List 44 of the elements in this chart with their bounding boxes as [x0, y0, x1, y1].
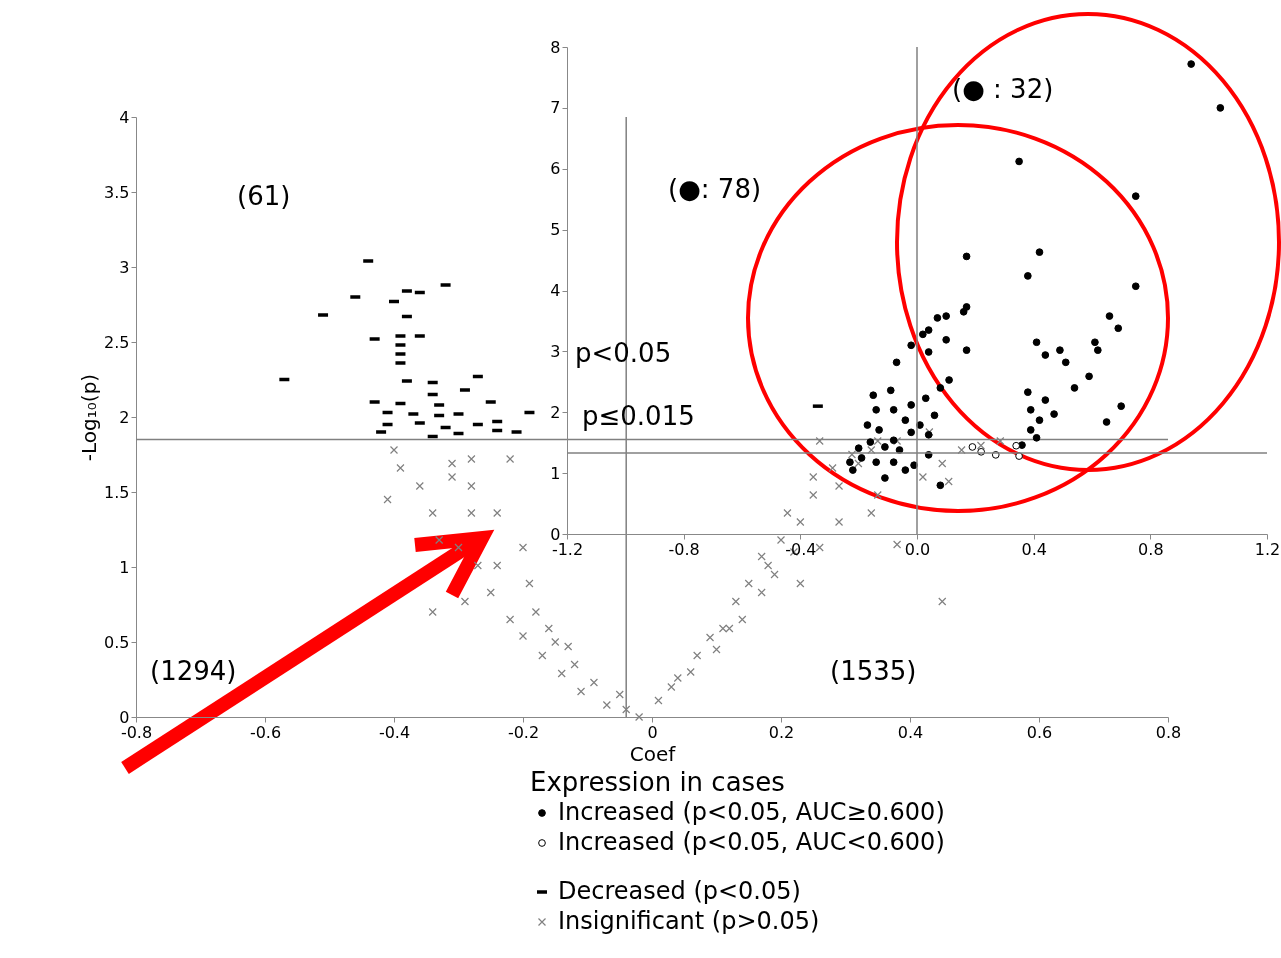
annotation: (1294)	[150, 656, 237, 686]
x-tick-label: 0.6	[1026, 722, 1053, 742]
y-tick-label: 1.5	[104, 482, 130, 502]
x-tick-label: 0.4	[1021, 539, 1047, 559]
x-tick-label: -0.2	[507, 722, 540, 742]
legend-label: Increased (p<0.05, AUC≥0.600)	[558, 798, 945, 826]
annotation: (●: 78)	[668, 174, 762, 204]
annotation: (61)	[237, 181, 291, 211]
y-axis-title: -Log₁₀(p)	[77, 373, 102, 462]
y-tick-label: 2	[550, 402, 561, 422]
y-tick-label: 3	[550, 341, 561, 361]
legend-label: Decreased (p<0.05)	[558, 877, 801, 905]
y-tick-label: 2	[119, 407, 130, 427]
y-tick-label: 8	[550, 37, 561, 57]
legend-label: Increased (p<0.05, AUC<0.600)	[558, 828, 945, 856]
x-tick-label: -0.4	[378, 722, 411, 742]
y-tick-label: 1	[119, 557, 130, 577]
y-tick-label: 1	[550, 463, 561, 483]
x-tick-label: 0.4	[897, 722, 924, 742]
x-tick-label: -0.8	[668, 539, 700, 559]
y-tick-label: 4	[550, 281, 561, 300]
legend-title: Expression in cases	[530, 767, 785, 797]
x-tick-label: 0.8	[1138, 539, 1164, 559]
annotation: p≤0.015	[582, 401, 695, 431]
x-axis-title: Coef	[629, 741, 677, 766]
x-tick-label: 0.8	[1155, 722, 1182, 742]
legend-label: Insignificant (p>0.05)	[558, 907, 820, 935]
x-tick-label: 0.0	[904, 539, 931, 559]
y-tick-label: 2.5	[104, 332, 130, 352]
y-tick-label: 5	[550, 220, 561, 240]
y-tick-label: 0.5	[104, 632, 130, 652]
y-tick-label: 6	[550, 159, 561, 179]
y-tick-label: 4	[119, 107, 130, 127]
y-tick-label: 3	[119, 257, 130, 277]
annotation: p<0.05	[575, 338, 672, 368]
x-tick-label: 0	[647, 722, 658, 742]
y-tick-label: 3.5	[104, 182, 130, 202]
x-tick-label: 1.2	[1254, 539, 1281, 559]
y-tick-label: 7	[550, 98, 561, 118]
x-tick-label: -0.6	[249, 722, 282, 742]
annotation: (● : 32)	[952, 74, 1054, 104]
annotation: (1535)	[830, 656, 917, 686]
x-tick-label: -0.4	[785, 539, 817, 559]
x-tick-label: 0.2	[768, 722, 795, 742]
